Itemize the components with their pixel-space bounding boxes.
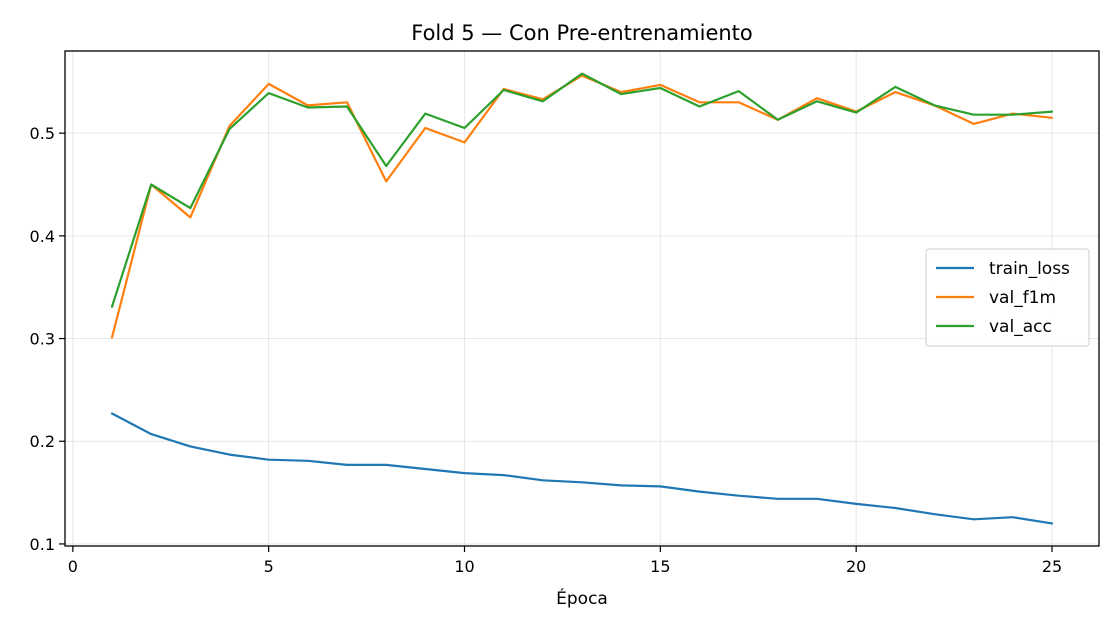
x-tick-label: 25 <box>1042 557 1062 576</box>
series-line-val_f1m <box>110 74 1054 339</box>
x-tick-label: 10 <box>454 557 474 576</box>
y-tick-label: 0.5 <box>30 124 55 143</box>
y-tick-label: 0.1 <box>30 535 55 554</box>
plot-frame <box>64 50 1100 547</box>
series-lines <box>110 72 1054 525</box>
series-line-train_loss <box>110 412 1054 525</box>
x-axis-label: Época <box>556 587 608 609</box>
y-tick-label: 0.4 <box>30 227 55 246</box>
x-tick-label: 5 <box>264 557 274 576</box>
legend-label-val_acc: val_acc <box>989 317 1052 337</box>
legend-label-val_f1m: val_f1m <box>989 288 1056 308</box>
series-line-val_acc <box>110 72 1054 308</box>
legend: train_loss val_f1m val_acc <box>925 248 1090 347</box>
y-tick-label: 0.3 <box>30 330 55 349</box>
x-tick-label: 20 <box>846 557 866 576</box>
y-tick-label: 0.2 <box>30 432 55 451</box>
legend-frame <box>925 248 1090 347</box>
axis-ticks: 0 5 10 15 20 25 0.1 0.2 0.3 0.4 0.5 <box>30 124 1063 576</box>
legend-label-train_loss: train_loss <box>989 259 1070 279</box>
x-tick-label: 0 <box>68 557 78 576</box>
x-tick-label: 15 <box>650 557 670 576</box>
chart-title: Fold 5 — Con Pre-entrenamiento <box>411 21 753 45</box>
